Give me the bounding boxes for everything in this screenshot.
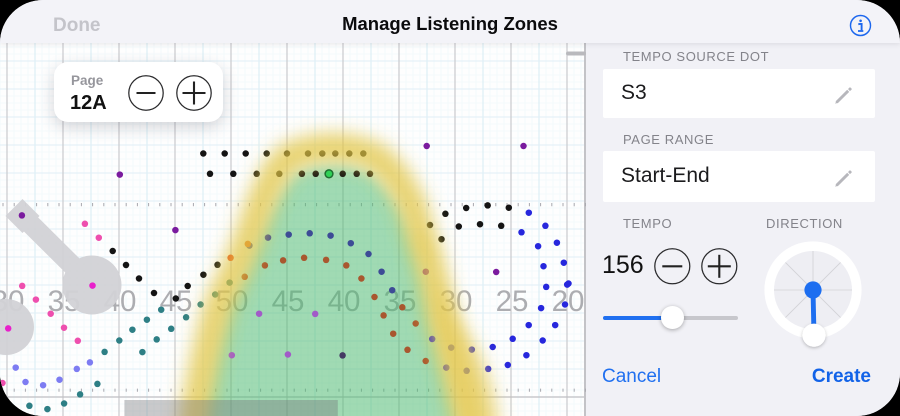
svg-text:20: 20 (552, 285, 585, 318)
svg-text:25: 25 (496, 285, 529, 318)
